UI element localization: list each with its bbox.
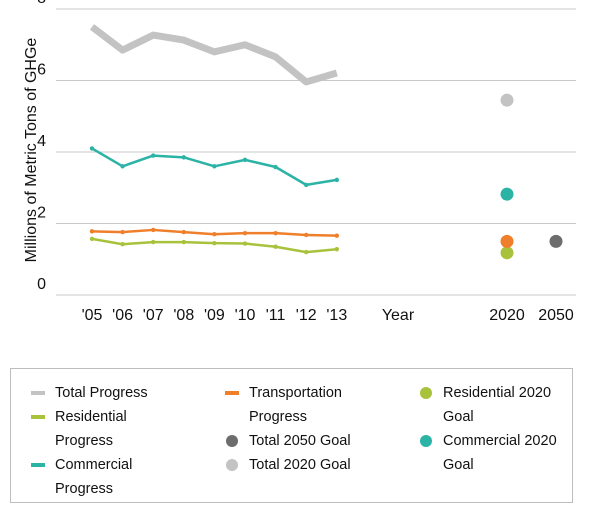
x-tick-label: '13: [326, 307, 347, 324]
line-marker: [273, 164, 278, 170]
line-marker: [181, 229, 186, 235]
x-tick-label: '08: [173, 307, 194, 324]
x-tick-label: '11: [266, 307, 286, 324]
legend-label: Commercial 2020 Goal: [443, 433, 557, 473]
legend-label: Total Progress: [55, 385, 148, 401]
line-marker: [89, 146, 95, 151]
legend-label: Residential Progress: [55, 409, 127, 449]
x-tick-label: 2050: [538, 307, 574, 324]
legend-entry: Residential 2020 Goal: [419, 381, 561, 429]
legend-marker: [226, 435, 238, 447]
x-axis-label: Year: [382, 307, 415, 324]
x-tick-label: '05: [82, 307, 103, 324]
line-marker: [304, 249, 309, 255]
y-tick-label: 2: [37, 205, 46, 222]
legend-entry: Commercial Progress: [31, 453, 173, 501]
line-marker: [304, 182, 309, 188]
line-marker: [212, 240, 217, 246]
line-marker: [120, 164, 125, 169]
y-tick-label: 8: [37, 0, 46, 7]
legend-marker: [31, 391, 45, 395]
chart: Millions of Metric Tons of GHGe Year 0 2 4…: [23, 0, 576, 324]
line-marker: [304, 232, 309, 238]
legend: Total Progress Residential Progress Commer…: [10, 368, 573, 503]
line-marker: [242, 230, 248, 236]
x-tick-label: 2020: [489, 307, 525, 324]
legend-entry: Total 2020 Goal: [225, 453, 367, 477]
y-tick-label: 4: [37, 133, 46, 150]
line-marker: [242, 157, 248, 163]
legend-entry: Commercial 2020 Goal: [419, 429, 561, 477]
x-tick-label: '06: [112, 307, 133, 324]
line-marker: [334, 247, 339, 252]
x-tick-label: '10: [235, 307, 256, 324]
line-marker: [181, 155, 186, 160]
line-marker: [120, 242, 125, 247]
y-tick-label: 6: [37, 62, 46, 79]
line-marker: [89, 229, 95, 234]
line-marker: [89, 236, 95, 242]
x-tick-label: '09: [204, 307, 225, 324]
line-marker: [151, 153, 156, 158]
legend-label: Commercial Progress: [55, 457, 133, 497]
line-marker: [273, 244, 278, 249]
legend-marker: [420, 435, 432, 447]
line-marker: [212, 232, 217, 237]
goal-dot: [500, 234, 514, 248]
y-axis-label: Millions of Metric Tons of GHGe: [23, 38, 40, 263]
legend-entry: Transportation Progress: [225, 381, 367, 429]
goal-dot: [500, 187, 514, 201]
y-tick-label: 0: [37, 276, 46, 293]
goal-dot: [500, 246, 514, 260]
legend-entry: Total Progress: [31, 381, 173, 405]
legend-label: Transportation Progress: [249, 385, 342, 425]
x-tick-label: '12: [296, 307, 317, 324]
legend-entry: Residential Progress: [31, 405, 173, 453]
line-marker: [151, 227, 156, 233]
legend-marker: [226, 459, 238, 471]
line-marker: [334, 233, 339, 238]
legend-label: Total 2050 Goal: [249, 433, 351, 449]
goal-dot: [500, 93, 514, 107]
legend-label: Residential 2020 Goal: [443, 385, 552, 425]
legend-entry: Total 2050 Goal: [225, 429, 367, 453]
line-marker: [334, 177, 339, 183]
legend-marker: [225, 391, 239, 395]
legend-marker: [31, 415, 45, 419]
line-marker: [181, 239, 186, 245]
legend-marker: [420, 387, 432, 399]
legend-label: Total 2020 Goal: [249, 457, 351, 473]
series-line: [89, 24, 338, 86]
legend-columns: Total Progress Residential Progress Commer…: [31, 381, 571, 501]
legend-marker: [31, 463, 45, 467]
x-tick-label: '07: [143, 307, 164, 324]
series-line: [91, 237, 337, 254]
line-marker: [242, 241, 248, 246]
line-marker: [151, 239, 156, 245]
goal-dot: [549, 234, 563, 248]
line-marker: [120, 229, 125, 235]
line-marker: [212, 164, 217, 169]
line-marker: [273, 230, 278, 236]
